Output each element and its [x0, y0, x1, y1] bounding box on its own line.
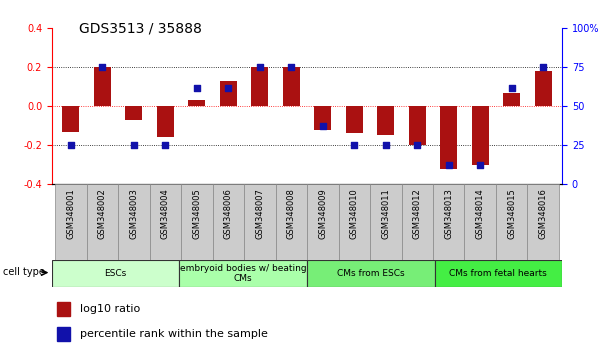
Bar — [409, 106, 426, 145]
Point — [538, 64, 548, 70]
Point — [287, 64, 296, 70]
Bar — [180, 260, 307, 287]
Bar — [52, 260, 180, 287]
Bar — [401, 184, 433, 260]
Bar — [57, 327, 70, 341]
Point — [349, 142, 359, 148]
Text: GSM348006: GSM348006 — [224, 188, 233, 239]
Bar — [276, 184, 307, 260]
Bar — [251, 67, 268, 106]
Bar — [93, 67, 111, 106]
Bar — [377, 106, 395, 136]
Point — [161, 142, 170, 148]
Text: percentile rank within the sample: percentile rank within the sample — [80, 329, 268, 339]
Text: GSM348002: GSM348002 — [98, 188, 107, 239]
Point — [381, 142, 390, 148]
Bar — [434, 260, 562, 287]
Point — [412, 142, 422, 148]
Bar — [156, 106, 174, 137]
Text: GSM348007: GSM348007 — [255, 188, 265, 239]
Bar — [181, 184, 213, 260]
Text: ESCs: ESCs — [104, 269, 127, 278]
Bar — [496, 184, 527, 260]
Bar — [118, 184, 150, 260]
Bar — [346, 106, 363, 133]
Bar — [527, 184, 559, 260]
Bar — [338, 184, 370, 260]
Text: GSM348004: GSM348004 — [161, 188, 170, 239]
Text: GSM348008: GSM348008 — [287, 188, 296, 239]
Text: GSM348012: GSM348012 — [413, 188, 422, 239]
Bar — [440, 106, 458, 169]
Bar — [150, 184, 181, 260]
Bar — [244, 184, 276, 260]
Text: GSM348010: GSM348010 — [349, 188, 359, 239]
Text: GDS3513 / 35888: GDS3513 / 35888 — [79, 21, 202, 35]
Bar — [307, 184, 338, 260]
Text: log10 ratio: log10 ratio — [80, 304, 141, 314]
Point — [475, 162, 485, 168]
Text: GSM348016: GSM348016 — [539, 188, 547, 239]
Point — [255, 64, 265, 70]
Point — [129, 142, 139, 148]
Text: CMs from fetal hearts: CMs from fetal hearts — [450, 269, 547, 278]
Bar — [370, 184, 401, 260]
Bar — [307, 260, 434, 287]
Bar — [503, 93, 521, 106]
Bar — [314, 106, 331, 130]
Bar — [472, 106, 489, 165]
Bar — [535, 71, 552, 106]
Text: CMs from ESCs: CMs from ESCs — [337, 269, 404, 278]
Point — [66, 142, 76, 148]
Text: GSM348015: GSM348015 — [507, 188, 516, 239]
Text: GSM348013: GSM348013 — [444, 188, 453, 239]
Bar — [57, 302, 70, 316]
Bar — [283, 67, 300, 106]
Point — [192, 85, 202, 90]
Bar — [433, 184, 464, 260]
Bar — [213, 184, 244, 260]
Text: GSM348001: GSM348001 — [67, 188, 75, 239]
Text: GSM348011: GSM348011 — [381, 188, 390, 239]
Text: GSM348014: GSM348014 — [476, 188, 485, 239]
Text: cell type: cell type — [3, 267, 45, 277]
Bar — [87, 184, 118, 260]
Text: embryoid bodies w/ beating
CMs: embryoid bodies w/ beating CMs — [180, 264, 307, 283]
Bar — [62, 106, 79, 132]
Text: GSM348009: GSM348009 — [318, 188, 327, 239]
Point — [507, 85, 517, 90]
Bar — [125, 106, 142, 120]
Bar — [464, 184, 496, 260]
Text: GSM348003: GSM348003 — [130, 188, 138, 239]
Point — [224, 85, 233, 90]
Text: GSM348005: GSM348005 — [192, 188, 201, 239]
Point — [318, 124, 327, 129]
Bar — [219, 81, 237, 106]
Bar — [188, 101, 205, 106]
Point — [444, 162, 453, 168]
Point — [97, 64, 107, 70]
Bar — [55, 184, 87, 260]
